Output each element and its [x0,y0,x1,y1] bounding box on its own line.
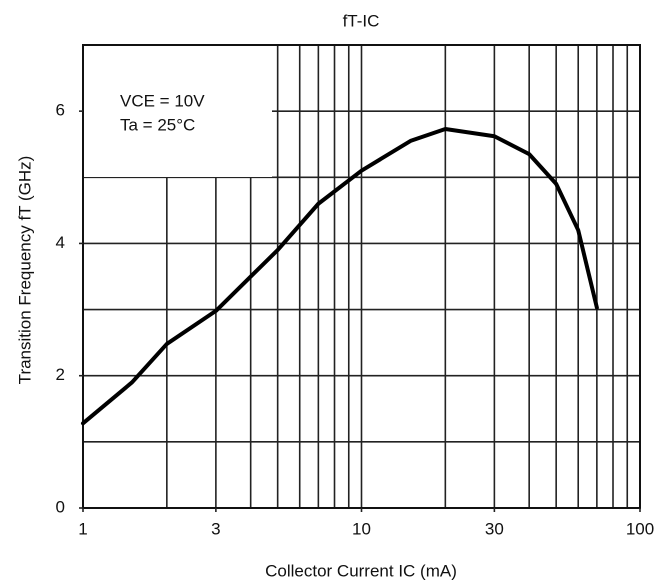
annotation: Ta = 25°C [120,115,195,134]
y-tick-label: 6 [56,101,65,120]
y-axis-label: Transition Frequency fT (GHz) [15,156,34,385]
line [81,127,599,426]
x-tick-label: 3 [211,519,220,538]
x-axis-label: Collector Current IC (mA) [265,561,457,580]
annotation: VCE = 10V [120,91,205,110]
x-tick-label: 100 [626,519,654,538]
x-tick-label: 1 [78,519,87,538]
y-tick-label: 4 [56,233,65,252]
annotation-box [84,46,272,177]
x-tick-label: 30 [485,519,504,538]
y-tick-label: 2 [56,365,65,384]
y-tick-label: 0 [56,497,65,516]
x-tick-label: 10 [352,519,371,538]
chart-title: fT-IC [343,11,380,30]
